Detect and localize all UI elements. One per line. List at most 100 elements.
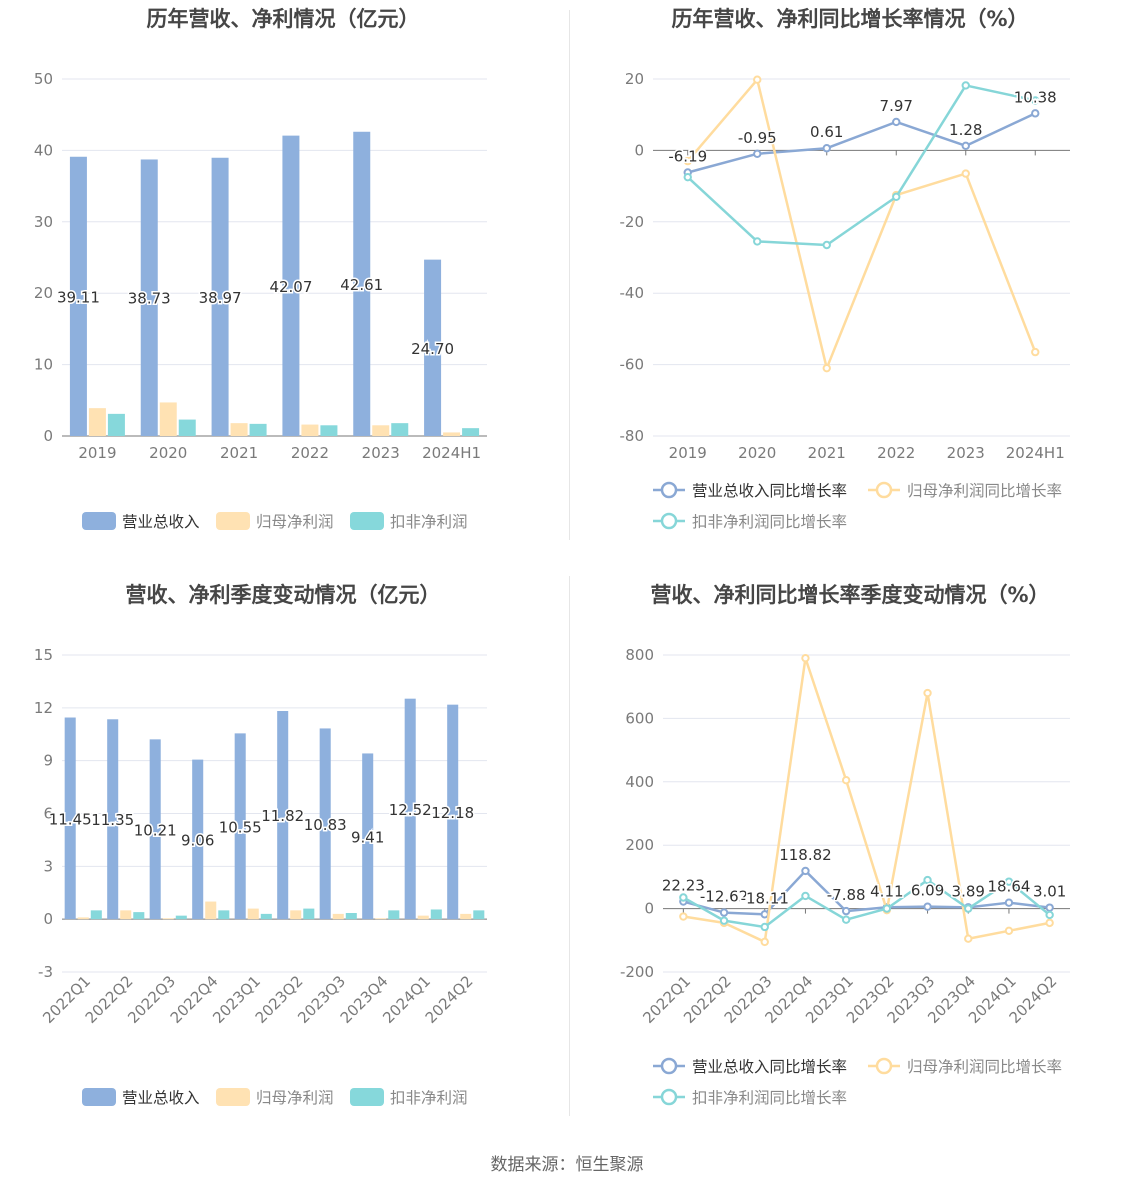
bar-value-label: 10.21 xyxy=(134,821,177,839)
x-tick-label: 2019 xyxy=(669,444,707,462)
bar-0-4 xyxy=(234,733,246,920)
y-tick-label: 600 xyxy=(625,709,654,727)
x-tick-label: 2020 xyxy=(149,444,187,462)
bar-value-label: 42.61 xyxy=(340,276,383,294)
bar-1-1 xyxy=(159,402,177,436)
panel-divider xyxy=(569,10,570,540)
bar-2-6 xyxy=(345,913,357,920)
bar-1-3 xyxy=(301,424,319,436)
point-value-label: 7.97 xyxy=(880,97,913,115)
legend-swatch-icon xyxy=(216,512,250,530)
series-point-0-3 xyxy=(892,117,901,127)
bar-0-2 xyxy=(211,157,229,436)
legend-label: 归母净利润 xyxy=(256,513,334,531)
series-point-0-8 xyxy=(1004,898,1014,907)
bar-2-7 xyxy=(388,910,400,920)
y-tick-label: 3 xyxy=(43,857,53,875)
x-tick-label: 2024H1 xyxy=(422,444,481,462)
y-tick-label: -40 xyxy=(620,284,645,302)
bar-value-label: 10.55 xyxy=(219,818,262,836)
bar-2-8 xyxy=(430,909,442,920)
series-point-2-4 xyxy=(841,915,851,924)
legend-label: 营业总收入同比增长率 xyxy=(692,1058,847,1076)
series-point-0-5 xyxy=(1031,109,1040,118)
chart-title: 历年营收、净利情况（亿元） xyxy=(147,7,420,31)
x-tick-label: 2024H1 xyxy=(1006,444,1065,462)
y-tick-label: 50 xyxy=(34,70,53,88)
y-tick-label: -80 xyxy=(620,427,645,445)
series-point-0-1 xyxy=(753,149,762,158)
y-tick-label: 40 xyxy=(34,141,53,159)
legend-label: 扣非净利润同比增长率 xyxy=(692,513,847,531)
point-value-label: 22.23 xyxy=(662,877,705,895)
bar-1-0 xyxy=(77,917,89,920)
series-point-0-9 xyxy=(1045,903,1054,912)
series-point-2-5 xyxy=(882,904,892,913)
bar-1-8 xyxy=(417,915,429,920)
series-point-2-5 xyxy=(1031,96,1040,105)
bar-1-2 xyxy=(162,918,174,920)
bar-2-9 xyxy=(473,910,485,920)
legend-marker-icon xyxy=(660,481,678,499)
y-tick-label: 0 xyxy=(43,910,53,928)
series-point-2-3 xyxy=(801,891,810,901)
y-tick-label: 0 xyxy=(644,900,654,918)
bar-1-2 xyxy=(230,423,248,436)
series-line-1 xyxy=(686,78,1037,370)
series-line-2 xyxy=(686,84,1036,247)
y-tick-label: 800 xyxy=(625,646,654,664)
legend-swatch-icon xyxy=(350,1088,384,1106)
point-value-label: 118.82 xyxy=(779,846,832,864)
y-tick-label: 15 xyxy=(34,646,53,664)
point-value-label: -7.88 xyxy=(827,886,866,904)
chart-svg: 历年营收、净利同比增长率情况（%） -80 -60 -40 -20 0 20 2019 2020… xyxy=(620,7,1070,531)
bar-1-4 xyxy=(372,425,390,436)
y-tick-label: -3 xyxy=(38,963,53,981)
bar-value-label: 24.70 xyxy=(411,340,454,358)
y-tick-label: 20 xyxy=(625,70,644,88)
series-point-1-9 xyxy=(1045,918,1054,928)
series-point-2-8 xyxy=(1004,877,1014,886)
x-tick-label: 2022 xyxy=(291,444,329,462)
annual-growth-rate-line-chart: 历年营收、净利同比增长率情况（%） -80 -60 -40 -20 0 20 2019 2020… xyxy=(567,0,1134,576)
series-point-2-6 xyxy=(923,875,932,885)
point-value-label: 6.09 xyxy=(911,882,944,900)
y-tick-label: 30 xyxy=(34,213,53,231)
x-tick-label: 2021 xyxy=(220,444,258,462)
legend-swatch-icon xyxy=(350,512,384,530)
bar-1-5 xyxy=(290,910,302,920)
bar-1-4 xyxy=(247,908,259,920)
series-point-1-2 xyxy=(822,363,831,373)
legend-marker-icon xyxy=(660,1088,678,1106)
series-point-1-1 xyxy=(753,75,762,84)
point-value-label: -18.11 xyxy=(741,889,789,907)
series-point-2-1 xyxy=(719,916,729,925)
series-point-2-4 xyxy=(961,81,970,90)
bar-2-1 xyxy=(133,912,145,920)
point-value-label: 3.01 xyxy=(1033,883,1066,901)
chart-svg: 营收、净利同比增长率季度变动情况（%）-20002004006008002022… xyxy=(620,583,1070,1107)
legend-label: 归母净利润 xyxy=(256,1089,334,1107)
chart-title: 营收、净利同比增长率季度变动情况（%） xyxy=(650,583,1049,607)
series-point-1-0 xyxy=(679,912,688,921)
point-value-label: -12.62 xyxy=(700,888,748,906)
bar-2-4 xyxy=(391,423,409,436)
series-point-2-2 xyxy=(760,922,769,932)
legend-marker-icon xyxy=(875,1057,893,1075)
y-tick-label: 0 xyxy=(43,427,53,445)
series-point-0-2 xyxy=(760,910,769,919)
legend-label: 扣非净利润 xyxy=(390,513,468,531)
chart-svg: 历年营收、净利情况（亿元） 0 10 20 30 40 50 2019 2020 2021 2022… xyxy=(34,7,487,531)
bar-1-5 xyxy=(443,432,461,436)
bar-2-3 xyxy=(218,910,230,920)
x-tick-label: 2021 xyxy=(808,444,846,462)
point-value-label: 1.28 xyxy=(949,121,982,139)
series-point-0-4 xyxy=(961,141,970,151)
bar-value-label: 38.97 xyxy=(199,289,242,307)
bar-2-5 xyxy=(303,908,315,920)
x-tick-label: 2023 xyxy=(362,444,400,462)
series-line-0 xyxy=(683,869,1050,916)
point-value-label: -0.95 xyxy=(738,129,777,147)
series-point-2-2 xyxy=(822,240,831,250)
series-point-2-3 xyxy=(892,192,901,202)
